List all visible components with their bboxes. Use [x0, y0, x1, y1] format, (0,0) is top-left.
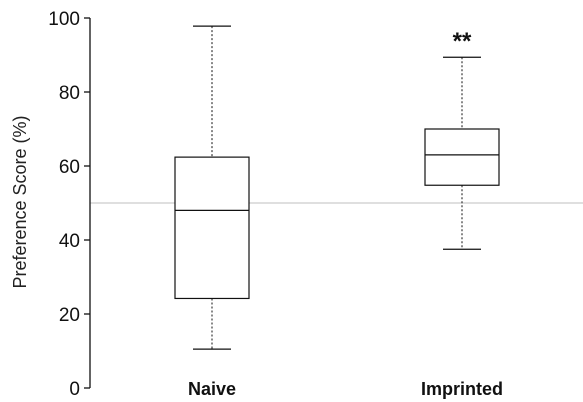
significance-marker: ** [453, 28, 472, 55]
y-tick-label: 0 [69, 379, 80, 400]
y-tick-label: 80 [59, 83, 80, 104]
box-iqr [424, 128, 500, 186]
y-tick-label: 40 [59, 231, 80, 252]
y-tick-label: 100 [48, 9, 80, 30]
box-iqr [174, 156, 250, 300]
y-tick-label: 20 [59, 305, 80, 326]
y-axis-label: Preference Score (%) [10, 115, 30, 288]
y-tick-label: 60 [59, 157, 80, 178]
category-label: Naive [188, 379, 236, 399]
category-label: Imprinted [421, 379, 503, 399]
